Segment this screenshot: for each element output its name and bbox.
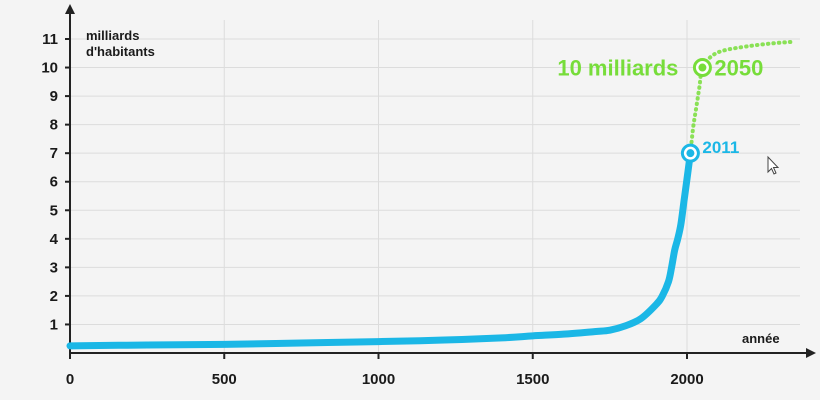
x-tick-label: 0: [66, 371, 74, 388]
marker-dot-2011: [686, 149, 695, 158]
y-tick-label: 2: [50, 288, 58, 305]
y-axis-title-line2: d'habitants: [86, 44, 155, 59]
y-tick-label: 10: [41, 60, 58, 77]
marker-label-2050: 2050: [714, 56, 763, 81]
y-axis-arrow: [65, 4, 75, 14]
y-tick-label: 4: [50, 231, 59, 248]
marker-label-2011: 2011: [702, 138, 739, 157]
axes: [65, 4, 816, 359]
grid: [70, 20, 800, 353]
marker-dot-2050: [698, 63, 707, 72]
y-tick-label: 7: [50, 145, 58, 162]
y-tick-label: 1: [50, 316, 58, 333]
population-line: [66, 149, 694, 350]
x-tick-label: 1000: [362, 371, 395, 388]
x-tick-label: 2000: [670, 371, 703, 388]
series-lines: [66, 39, 794, 350]
y-tick-label: 9: [50, 88, 58, 105]
y-tick-label: 5: [50, 202, 58, 219]
y-tick-label: 6: [50, 174, 58, 191]
x-axis-title: année: [742, 331, 780, 346]
y-axis-title-line1: milliards: [86, 28, 139, 43]
y-tick-label: 8: [50, 117, 58, 134]
marker-label-left: 10 milliards: [557, 56, 678, 81]
y-tick-label: 11: [42, 31, 58, 48]
x-tick-label: 500: [212, 371, 237, 388]
mouse-pointer-icon: [767, 155, 780, 175]
tick-labels: 1 2 3 4 5 6 7 8 9 10 11 0 500 1000 1500 2000: [41, 31, 703, 388]
markers: 2011 2050 10 milliards: [557, 56, 763, 163]
y-tick-label: 3: [50, 259, 58, 276]
x-axis-arrow: [806, 348, 816, 358]
x-tick-label: 1500: [516, 371, 549, 388]
